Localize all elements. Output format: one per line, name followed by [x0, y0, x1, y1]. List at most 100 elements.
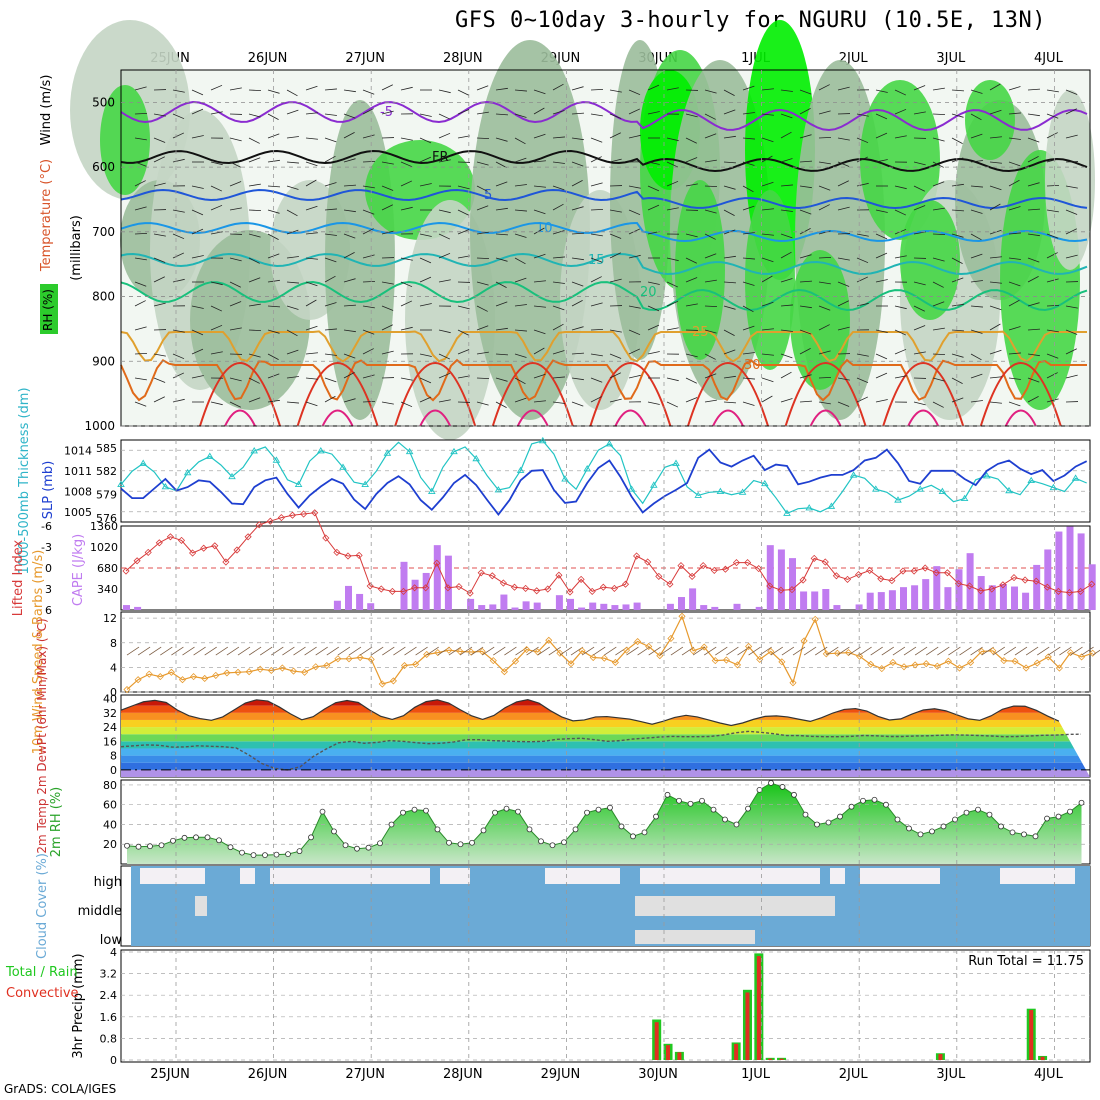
- temp-line: [120, 699, 1060, 727]
- wind-point: [301, 668, 309, 676]
- wind-point: [578, 647, 586, 655]
- wind-barb: [1008, 232, 1021, 235]
- wind-barb: [305, 281, 318, 287]
- thickness-point: [805, 504, 813, 511]
- isotherm-hot: [784, 362, 867, 427]
- wind-barb: [723, 329, 735, 336]
- wind-barb: [172, 132, 185, 139]
- wind-barb: [837, 86, 850, 91]
- lifted-point: [1065, 589, 1074, 597]
- wind-barb: [571, 401, 584, 407]
- wind-barb: [609, 209, 622, 213]
- wind-barb: [604, 646, 617, 656]
- rh-point: [745, 805, 751, 812]
- rh-point: [227, 844, 234, 851]
- cape-bar: [1011, 586, 1018, 610]
- wind-barb: [970, 89, 983, 94]
- p5-ytick: 0: [110, 764, 117, 777]
- wind-barb: [818, 324, 830, 331]
- wind-barb: [552, 281, 565, 284]
- wind-barb: [438, 113, 451, 120]
- wind-barb: [419, 377, 432, 384]
- lifted-point: [277, 514, 285, 522]
- wind-barb: [495, 113, 508, 116]
- wind-barb: [837, 257, 850, 261]
- lifted-point: [366, 582, 374, 590]
- wind-barb: [134, 161, 147, 167]
- wind-barb: [457, 349, 470, 355]
- wind-barb: [172, 209, 185, 213]
- wind-point: [800, 637, 808, 645]
- wind-barb: [799, 209, 812, 215]
- wind-barb: [514, 377, 526, 385]
- wind-barb: [571, 377, 584, 381]
- wind-barb: [818, 185, 831, 191]
- cape-bar: [999, 584, 1007, 610]
- wind-barb: [204, 646, 217, 656]
- cape-bar: [511, 607, 519, 610]
- lifted-point: [266, 517, 274, 525]
- date-tick-bottom: 27JUN: [345, 1067, 385, 1082]
- wind-barb: [343, 353, 356, 359]
- wind-barb: [1048, 646, 1061, 656]
- wind-point: [334, 655, 342, 663]
- thickness-point: [516, 466, 525, 473]
- wind-barb: [248, 209, 262, 212]
- wind-barb: [229, 137, 242, 142]
- wind-barb: [989, 349, 1002, 355]
- thickness-point: [983, 472, 991, 479]
- wind-barb: [1008, 137, 1021, 140]
- cape-bar: [489, 604, 497, 610]
- lifted-point: [533, 587, 541, 595]
- wind-barb: [382, 646, 395, 656]
- wind-barb: [1027, 353, 1040, 357]
- wind-point: [245, 668, 253, 676]
- cloud-level-label: middle: [78, 904, 122, 919]
- wind-barb: [818, 136, 832, 139]
- cape-bar: [622, 604, 630, 610]
- wind-barb: [171, 646, 184, 656]
- wind-barb: [590, 208, 604, 211]
- isotherm-hot: [296, 362, 379, 427]
- p2-ylabel-left: 1000-500mb Thickness (dm): [17, 387, 32, 574]
- wind-barb: [704, 253, 717, 259]
- cape-bar: [1044, 549, 1052, 610]
- thickness-point: [738, 488, 747, 495]
- wind-point: [889, 658, 897, 667]
- wind-point: [356, 653, 364, 662]
- wind-barb: [826, 646, 839, 656]
- lifted-point: [966, 582, 974, 590]
- wind-barb: [590, 396, 602, 403]
- rh-point: [894, 816, 901, 823]
- wind-barb: [666, 180, 679, 187]
- wind-barb: [647, 185, 660, 192]
- cape-bar: [533, 602, 541, 610]
- wind-barb: [134, 326, 147, 331]
- wind-barb: [248, 646, 262, 656]
- wind-barb: [937, 646, 950, 656]
- wind-barb: [419, 137, 432, 144]
- cape-bar: [988, 585, 996, 610]
- lifted-point: [732, 559, 741, 567]
- precip-conv-bar: [654, 1022, 659, 1060]
- wind-barb: [780, 209, 793, 212]
- wind-point: [1022, 664, 1030, 672]
- wind-barb: [381, 161, 394, 165]
- wind-barb: [362, 280, 376, 283]
- wind-barb: [951, 353, 964, 358]
- rh-point: [871, 796, 878, 803]
- wind-barb: [666, 207, 679, 211]
- lifted-point: [877, 575, 885, 583]
- p7-ylabel: Cloud Cover (%): [35, 853, 50, 959]
- wind-barb: [343, 329, 356, 333]
- wind-barb: [742, 85, 755, 91]
- wind-barb: [1027, 182, 1040, 187]
- wind-barb: [400, 326, 413, 331]
- wind-barb: [495, 327, 508, 331]
- wind-barb: [989, 323, 1001, 331]
- wind-barb: [286, 109, 299, 115]
- temp-band: [121, 727, 1090, 735]
- rh-point: [526, 826, 533, 833]
- wind-barb: [153, 276, 165, 283]
- wind-barb: [875, 209, 888, 213]
